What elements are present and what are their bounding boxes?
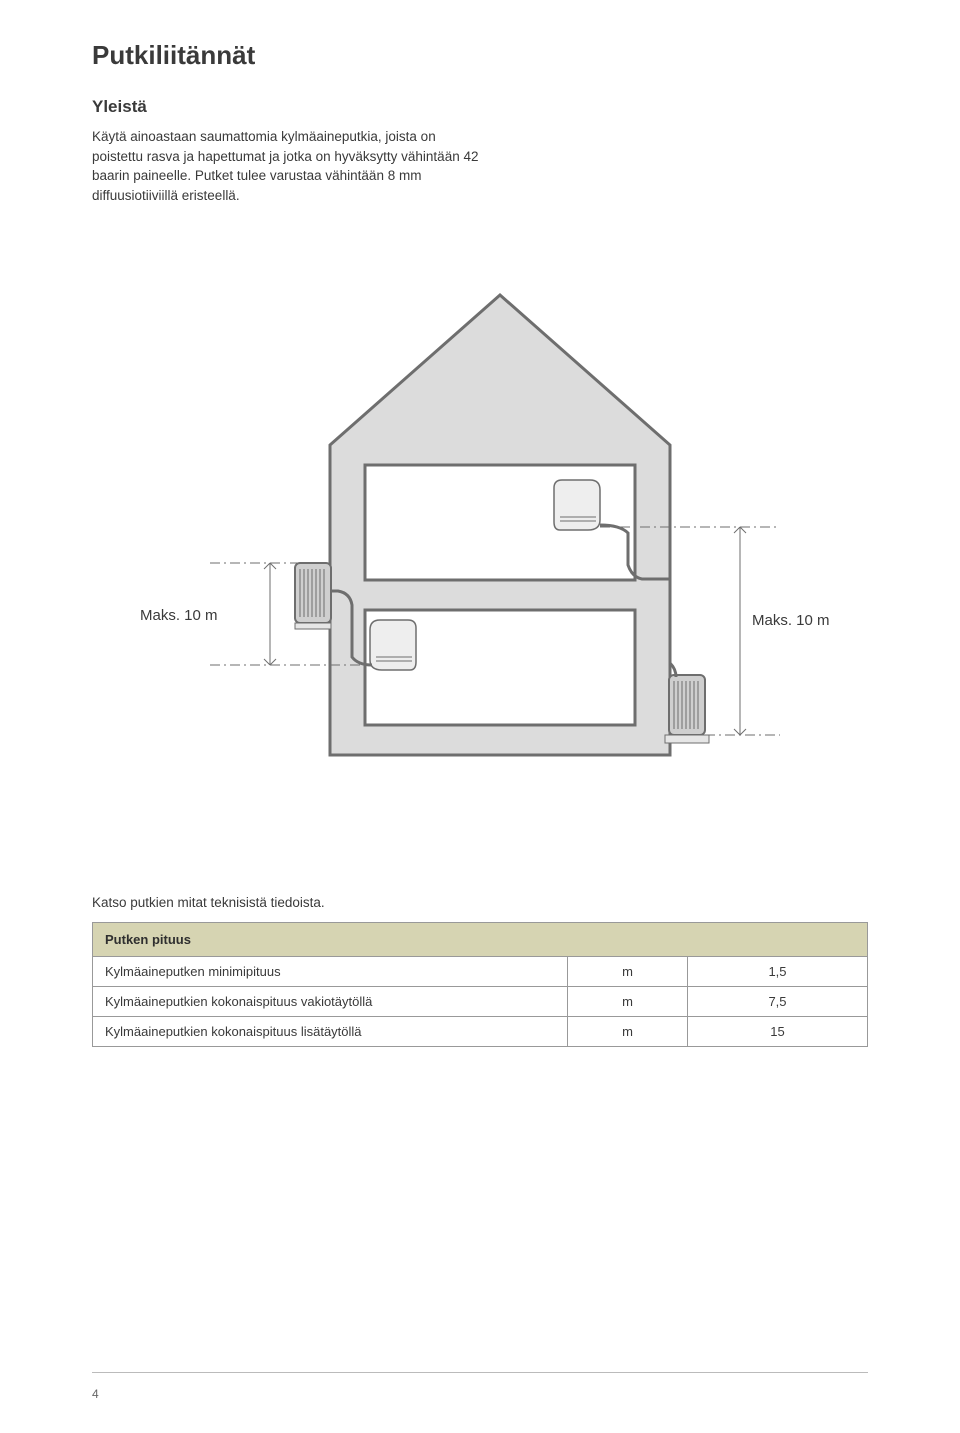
row-value: 15 (688, 1017, 868, 1047)
row-unit: m (568, 957, 688, 987)
row-unit: m (568, 987, 688, 1017)
page-title: Putkiliitännät (92, 40, 868, 71)
page-number: 4 (92, 1387, 99, 1401)
row-value: 1,5 (688, 957, 868, 987)
table-header: Putken pituus (93, 923, 868, 957)
intro-paragraph: Käytä ainoastaan saumattomia kylmäainepu… (92, 127, 482, 205)
outdoor-unit-right (665, 675, 709, 743)
diagram-label-left: Maks. 10 m (140, 607, 218, 624)
table-caption: Katso putkien mitat teknisistä tiedoista… (92, 895, 868, 910)
indoor-unit-lower (370, 620, 416, 670)
row-value: 7,5 (688, 987, 868, 1017)
row-label: Kylmäaineputkien kokonaispituus lisätäyt… (93, 1017, 568, 1047)
table-row: Kylmäaineputkien kokonaispituus vakiotäy… (93, 987, 868, 1017)
indoor-unit-upper (554, 480, 600, 530)
house-diagram: Maks. 10 m Maks. 10 m (120, 265, 840, 825)
table-row: Kylmäaineputken minimipituus m 1,5 (93, 957, 868, 987)
table-row: Kylmäaineputkien kokonaispituus lisätäyt… (93, 1017, 868, 1047)
spec-table: Putken pituus Kylmäaineputken minimipitu… (92, 922, 868, 1047)
row-unit: m (568, 1017, 688, 1047)
footer-rule (92, 1372, 868, 1373)
row-label: Kylmäaineputkien kokonaispituus vakiotäy… (93, 987, 568, 1017)
diagram-label-right: Maks. 10 m (752, 612, 830, 629)
outdoor-unit-left (295, 563, 331, 629)
section-title: Yleistä (92, 97, 868, 117)
row-label: Kylmäaineputken minimipituus (93, 957, 568, 987)
diagram-container: Maks. 10 m Maks. 10 m (92, 265, 868, 825)
